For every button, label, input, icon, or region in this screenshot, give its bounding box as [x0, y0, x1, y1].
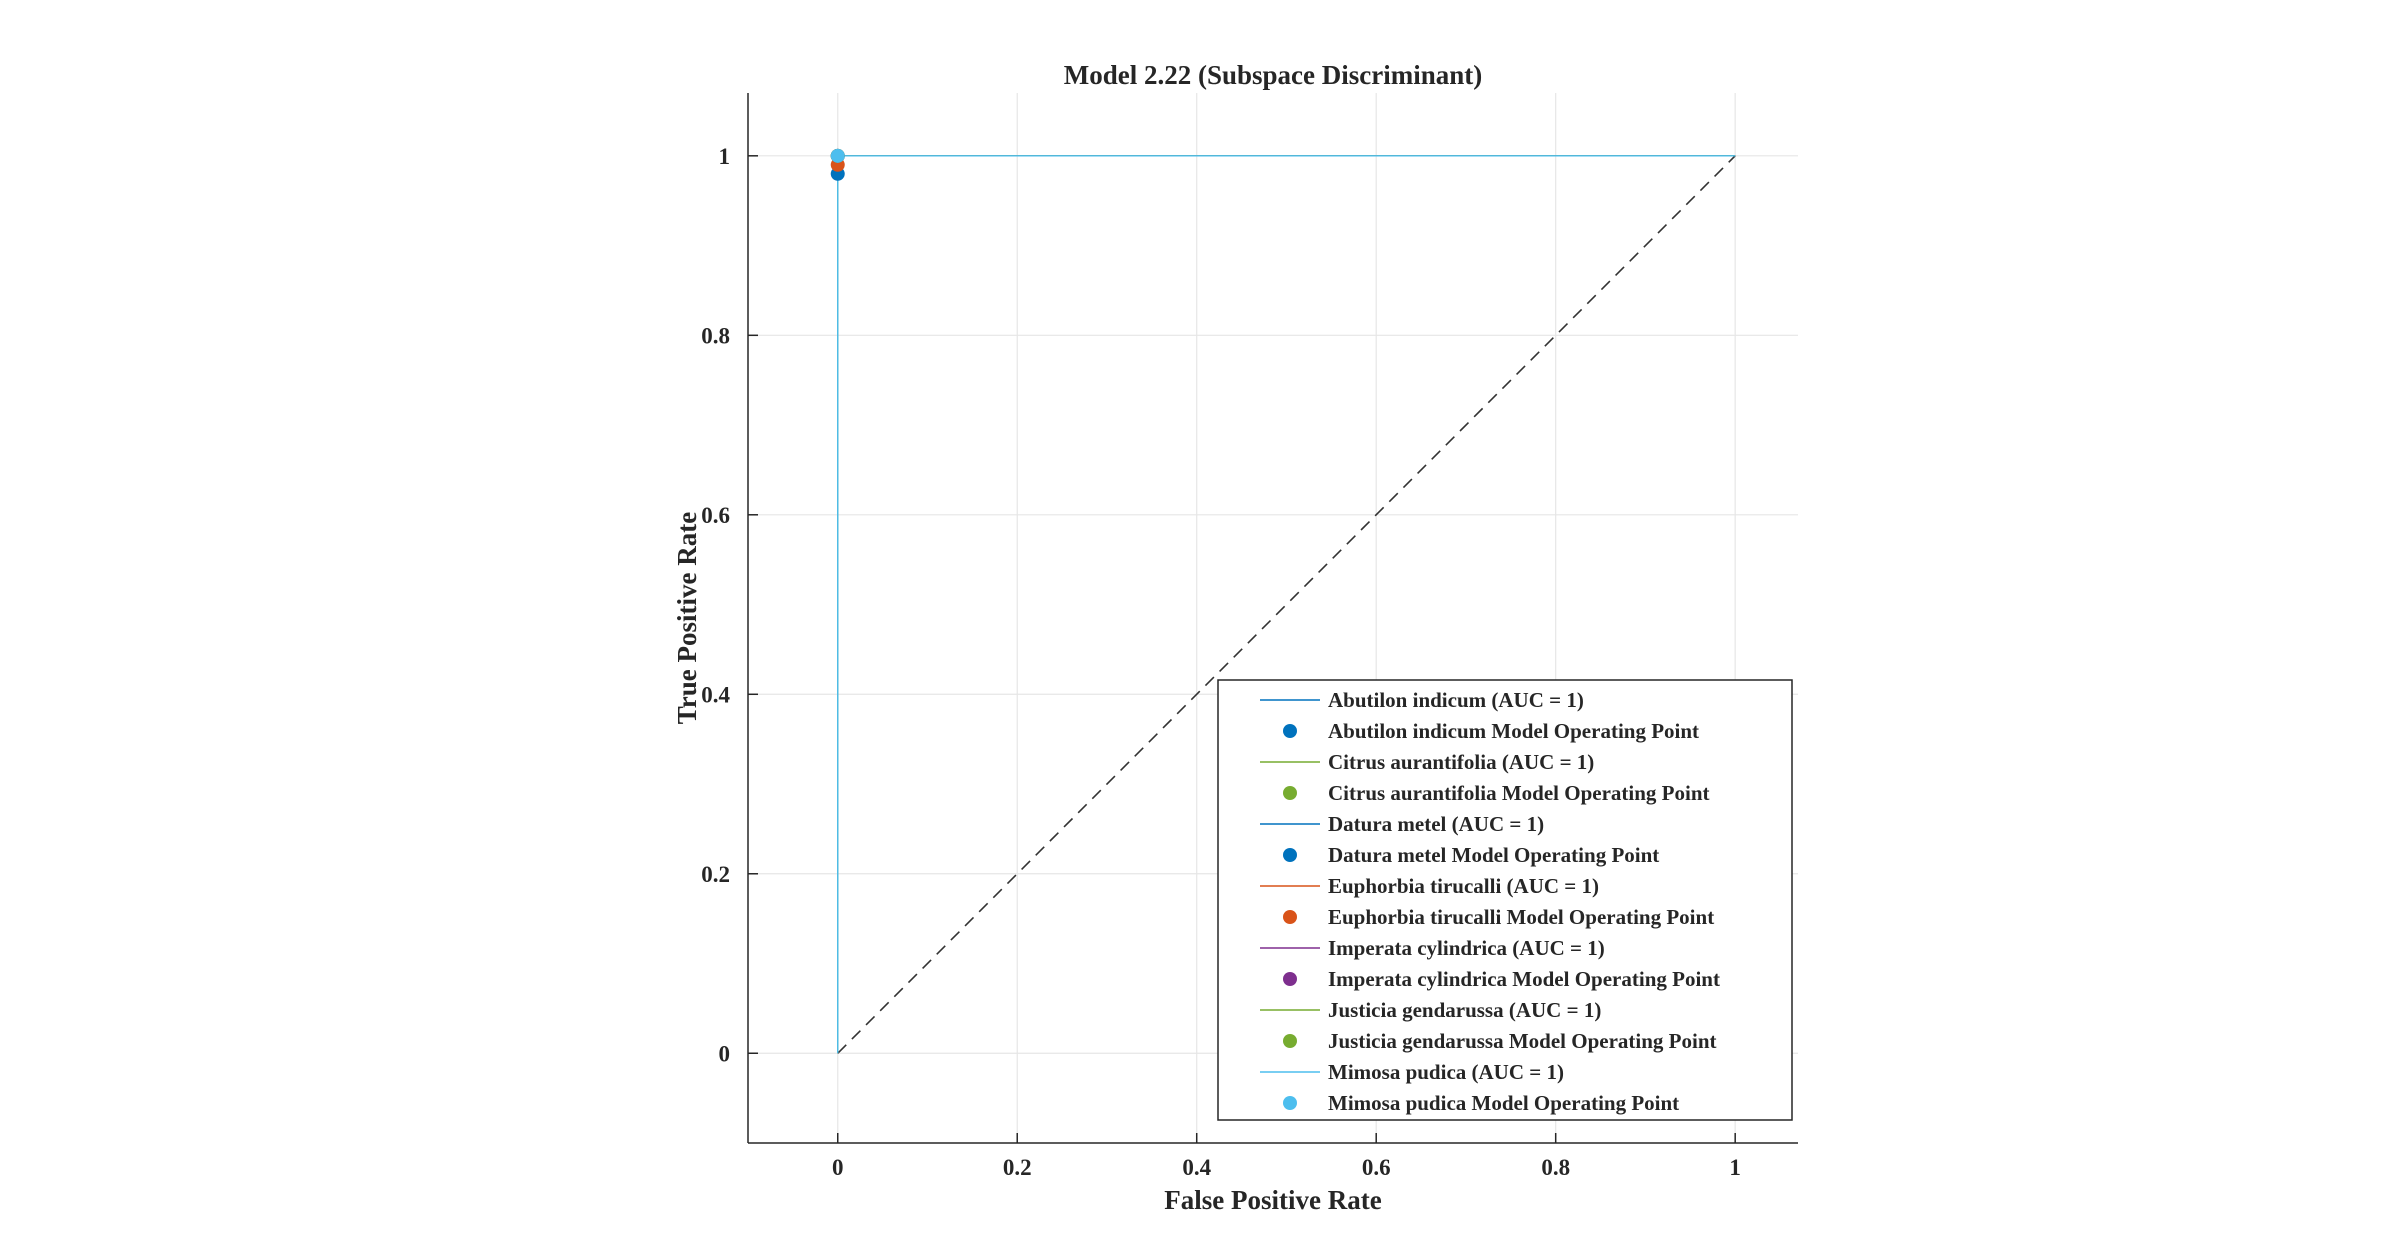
legend-marker-swatch: [1283, 972, 1297, 986]
legend-entry-label: Citrus aurantifolia Model Operating Poin…: [1328, 781, 1710, 805]
chart-title: Model 2.22 (Subspace Discriminant): [1064, 60, 1483, 90]
legend-entry-label: Datura metel (AUC = 1): [1328, 812, 1544, 836]
x-tick-label: 0.6: [1362, 1155, 1391, 1180]
y-tick-label: 0.2: [701, 862, 730, 887]
y-ticks: 0 0.2 0.4 0.6 0.8 1: [701, 144, 758, 1066]
legend-entry-label: Justicia gendarussa (AUC = 1): [1328, 998, 1601, 1022]
legend-marker-swatch: [1283, 1034, 1297, 1048]
legend-entry-label: Abutilon indicum (AUC = 1): [1328, 688, 1584, 712]
diagonal-reference-line: [837, 155, 1736, 1054]
x-tick-label: 0: [832, 1155, 844, 1180]
y-tick-label: 0.4: [701, 682, 730, 707]
legend-marker-swatch: [1283, 848, 1297, 862]
legend-entry-label: Mimosa pudica (AUC = 1): [1328, 1060, 1564, 1084]
y-tick-label: 0.6: [701, 503, 730, 528]
legend-box: [1217, 679, 1793, 1121]
x-tick-label: 0.4: [1182, 1155, 1211, 1180]
x-tick-label: 1: [1729, 1155, 1741, 1180]
x-tick-label: 0.2: [1003, 1155, 1032, 1180]
legend-entry-label: Mimosa pudica Model Operating Point: [1328, 1091, 1679, 1115]
legend-entry-label: Abutilon indicum Model Operating Point: [1328, 719, 1699, 743]
legend-marker-swatch: [1283, 1096, 1297, 1110]
legend: Abutilon indicum (AUC = 1) Abutilon indic…: [1217, 679, 1793, 1121]
x-axis-title: False Positive Rate: [1164, 1185, 1381, 1215]
legend-marker-swatch: [1283, 910, 1297, 924]
axes: [747, 93, 1798, 1144]
legend-entry-label: Euphorbia tirucalli Model Operating Poin…: [1328, 905, 1714, 929]
legend-entry-label: Euphorbia tirucalli (AUC = 1): [1328, 874, 1599, 898]
operating-point-13: [830, 148, 845, 163]
operating-points: [830, 148, 845, 181]
x-tick-label: 0.8: [1541, 1155, 1570, 1180]
legend-entry-label: Imperata cylindrica Model Operating Poin…: [1328, 967, 1720, 991]
legend-entry-label: Datura metel Model Operating Point: [1328, 843, 1659, 867]
legend-entry-label: Justicia gendarussa Model Operating Poin…: [1328, 1029, 1717, 1053]
legend-entry-label: Citrus aurantifolia (AUC = 1): [1328, 750, 1594, 774]
y-axis-title: True Positive Rate: [672, 512, 702, 724]
legend-marker-swatch: [1283, 724, 1297, 738]
x-ticks: 0 0.2 0.4 0.6 0.8 1: [832, 1133, 1741, 1180]
y-tick-label: 0.8: [701, 323, 730, 348]
legend-marker-swatch: [1283, 786, 1297, 800]
grid-lines: [748, 93, 1798, 1143]
y-tick-label: 0: [719, 1041, 731, 1066]
legend-entry-label: Imperata cylindrica (AUC = 1): [1328, 936, 1605, 960]
y-tick-label: 1: [719, 144, 731, 169]
